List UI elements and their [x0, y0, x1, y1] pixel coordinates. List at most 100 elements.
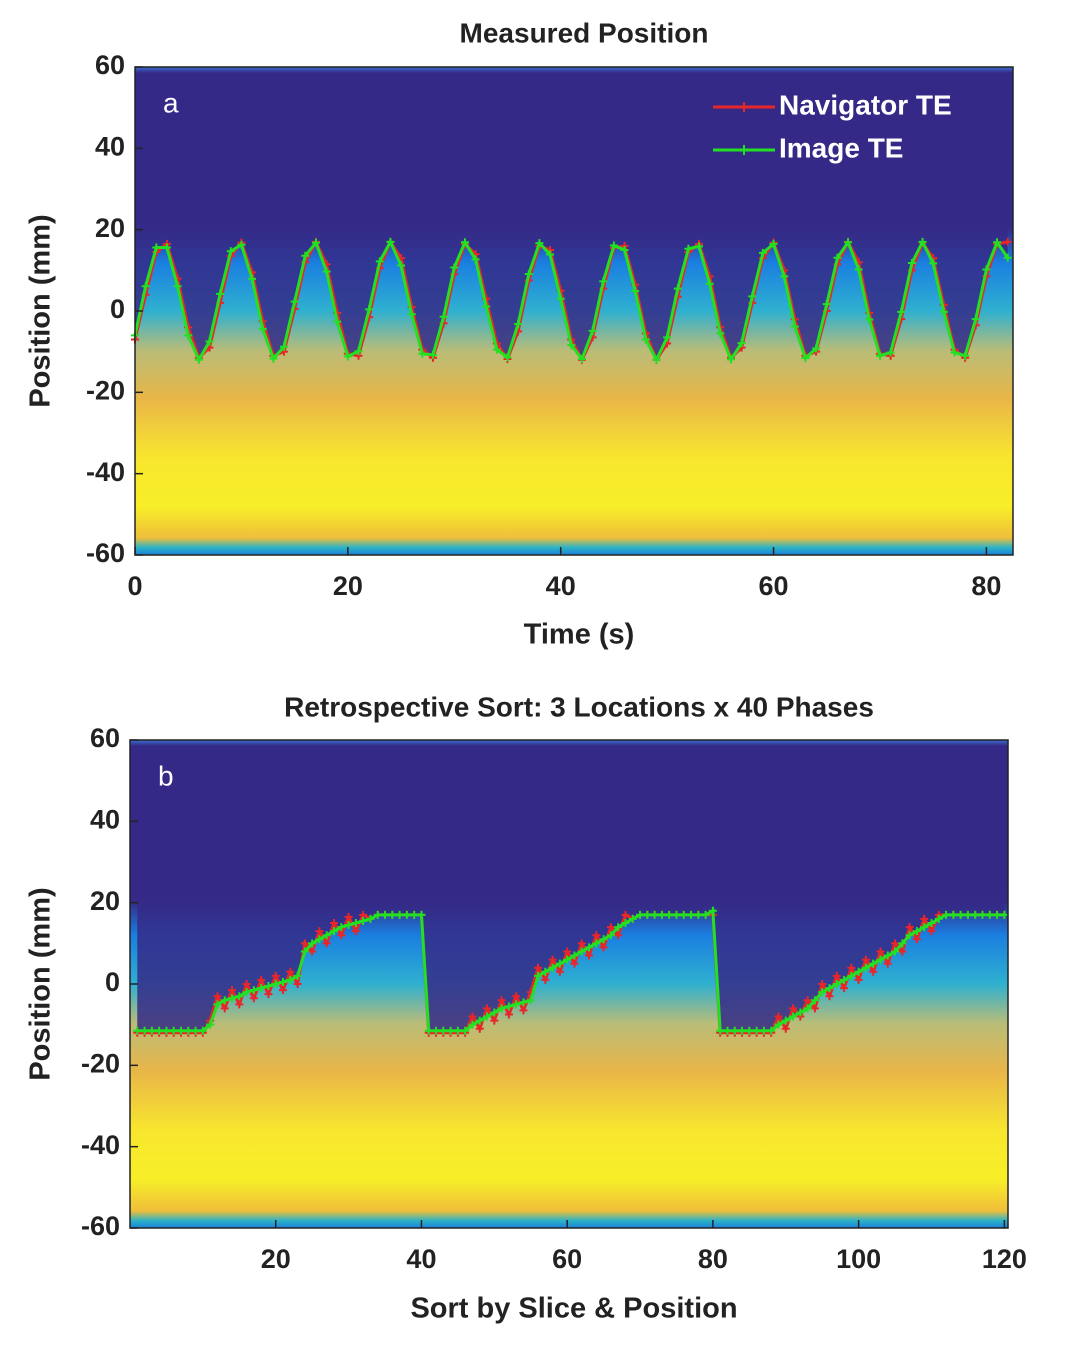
point-marker — [301, 251, 310, 260]
point-marker — [468, 1012, 477, 1021]
point-marker — [886, 348, 895, 357]
point-marker — [738, 1026, 747, 1035]
point-marker — [453, 1026, 462, 1035]
point-marker — [844, 238, 853, 247]
x-tick-label: 20 — [261, 1244, 291, 1274]
point-marker — [588, 326, 597, 335]
point-marker — [631, 287, 640, 296]
point-marker — [351, 919, 360, 927]
point-marker — [585, 951, 594, 960]
point-marker — [942, 910, 951, 919]
point-marker — [790, 322, 799, 331]
point-marker — [907, 259, 916, 268]
point-marker — [1003, 253, 1012, 262]
point-marker — [381, 910, 390, 919]
point-marker — [526, 996, 535, 1005]
point-marker — [803, 1004, 812, 1013]
point-marker — [556, 294, 565, 303]
point-marker — [402, 910, 411, 919]
point-marker — [818, 980, 827, 988]
point-marker — [897, 307, 906, 316]
point-marker — [300, 939, 309, 948]
point-marker — [810, 996, 819, 1005]
x-tick-label: 60 — [759, 571, 789, 601]
point-marker — [177, 1026, 186, 1035]
point-marker — [490, 1008, 499, 1017]
point-marker — [206, 1020, 215, 1029]
point-marker — [497, 1004, 506, 1013]
point-marker — [614, 923, 623, 932]
point-marker — [333, 317, 342, 326]
point-marker — [535, 239, 544, 248]
legend-marker — [739, 102, 749, 112]
heatmap-dark-region — [135, 73, 1013, 222]
point-marker — [269, 354, 278, 363]
point-marker — [982, 265, 991, 274]
point-marker — [563, 955, 572, 964]
point-marker — [293, 971, 302, 980]
x-tick-label: 40 — [546, 571, 576, 601]
point-marker — [373, 910, 382, 919]
point-marker — [524, 269, 533, 278]
point-marker — [847, 971, 856, 980]
point-marker — [446, 1026, 455, 1035]
point-marker — [950, 348, 959, 357]
point-marker — [354, 347, 363, 356]
point-marker — [748, 292, 757, 301]
point-marker — [173, 282, 182, 291]
point-marker — [752, 1026, 761, 1035]
point-marker — [418, 349, 427, 358]
point-marker — [687, 910, 696, 919]
point-marker — [450, 263, 459, 272]
point-marker — [492, 345, 501, 354]
point-marker — [213, 1000, 222, 1009]
point-marker — [847, 963, 856, 972]
point-marker — [264, 990, 273, 999]
point-marker — [388, 910, 397, 919]
point-marker — [956, 910, 965, 919]
point-marker — [519, 998, 528, 1007]
point-marker — [417, 910, 426, 919]
point-marker — [812, 344, 821, 353]
point-marker — [840, 984, 849, 993]
point-marker — [723, 1026, 732, 1035]
point-marker — [311, 238, 320, 247]
point-marker — [599, 943, 608, 952]
point-marker — [337, 931, 346, 940]
chart-title: Measured Position — [460, 17, 709, 48]
point-marker — [428, 350, 437, 359]
heatmap-dark-region — [130, 746, 1008, 895]
point-marker — [141, 282, 150, 291]
point-marker — [912, 935, 921, 944]
point-marker — [883, 951, 892, 960]
point-marker — [343, 352, 352, 361]
point-marker — [869, 959, 878, 968]
point-marker — [774, 1012, 783, 1021]
point-marker — [767, 1026, 776, 1035]
x-axis-label: Time (s) — [524, 619, 635, 651]
point-marker — [606, 923, 615, 932]
point-marker — [789, 1012, 798, 1021]
point-marker — [220, 996, 229, 1005]
point-marker — [205, 337, 214, 346]
point-marker — [483, 1012, 492, 1021]
point-marker — [971, 315, 980, 324]
y-tick-label: 20 — [90, 886, 120, 916]
point-marker — [519, 1006, 528, 1015]
y-tick-label: -20 — [86, 375, 125, 405]
point-marker — [308, 939, 317, 948]
point-marker — [620, 246, 629, 254]
point-marker — [636, 910, 645, 919]
point-marker — [949, 910, 958, 919]
point-marker — [796, 1008, 805, 1017]
point-marker — [567, 341, 576, 350]
point-marker — [490, 1016, 499, 1025]
point-marker — [810, 1004, 819, 1013]
point-marker — [641, 335, 650, 344]
point-marker — [555, 959, 564, 968]
point-marker — [737, 339, 746, 348]
point-marker — [614, 931, 623, 940]
point-marker — [789, 1004, 798, 1013]
legend-label: Navigator TE — [779, 89, 952, 120]
point-marker — [592, 939, 601, 948]
